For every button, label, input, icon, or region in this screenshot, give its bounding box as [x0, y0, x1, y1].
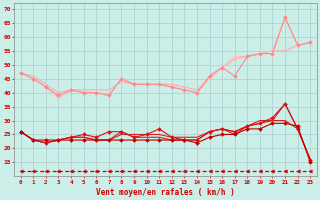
X-axis label: Vent moyen/en rafales ( km/h ): Vent moyen/en rafales ( km/h )	[96, 188, 235, 197]
